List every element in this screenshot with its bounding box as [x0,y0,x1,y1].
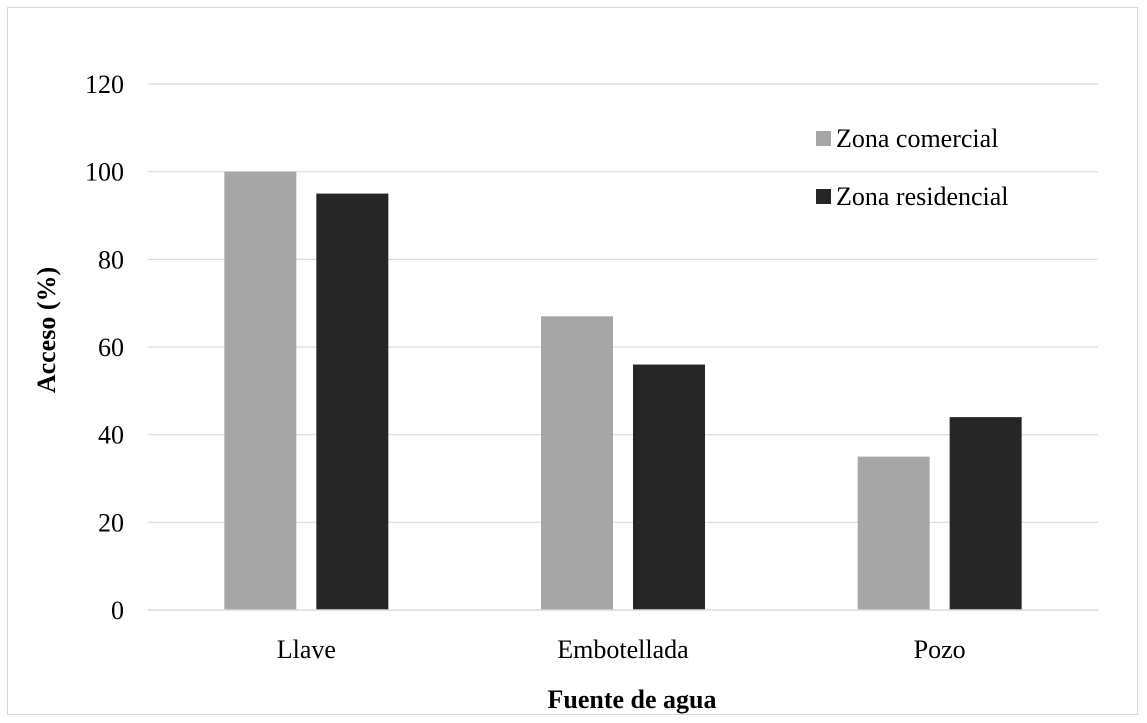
gridlines [148,83,1098,523]
x-axis-title: Fuente de agua [548,685,717,714]
y-axis-title: Acceso (%) [32,267,61,393]
y-tick-labels: 0 20 40 60 80 100 120 [85,70,124,625]
legend: Zona comercial Zona residencial [816,124,1009,211]
y-tick-label: 120 [85,70,124,99]
bar [541,316,613,610]
y-tick-label: 80 [98,245,124,274]
y-tick-label: 100 [85,158,124,187]
y-tick-label: 0 [111,596,124,625]
y-tick-label: 60 [98,333,124,362]
bar [949,417,1022,610]
bar [316,193,389,611]
bars [224,171,1022,611]
y-tick-label: 20 [98,508,124,537]
bar [633,364,705,610]
x-tick-label: Embotellada [557,635,689,664]
legend-label: Zona comercial [836,124,998,153]
x-tick-label: Llave [277,635,336,664]
bar [224,171,297,610]
y-tick-label: 40 [98,421,124,450]
legend-swatch [816,189,831,204]
legend-swatch [816,131,831,146]
x-tick-label: Pozo [914,635,966,664]
bar [857,456,930,610]
x-tick-labels: Llave Embotellada Pozo [277,635,966,664]
legend-label: Zona residencial [836,182,1009,211]
